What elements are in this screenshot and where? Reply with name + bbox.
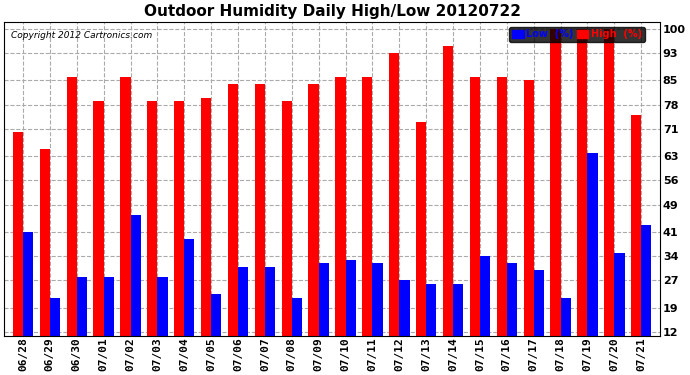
Bar bbox=[211, 294, 221, 374]
Bar bbox=[426, 284, 436, 374]
Bar bbox=[308, 84, 319, 374]
Bar bbox=[453, 284, 463, 374]
Bar bbox=[560, 298, 571, 374]
Bar bbox=[551, 28, 560, 374]
Bar bbox=[641, 225, 651, 374]
Bar bbox=[335, 77, 346, 374]
Bar bbox=[507, 263, 517, 374]
Text: Copyright 2012 Cartronics.com: Copyright 2012 Cartronics.com bbox=[11, 31, 152, 40]
Bar bbox=[228, 84, 238, 374]
Bar bbox=[104, 277, 114, 374]
Bar bbox=[13, 132, 23, 374]
Bar bbox=[614, 253, 624, 374]
Bar bbox=[130, 215, 141, 374]
Bar bbox=[480, 256, 490, 374]
Bar bbox=[497, 77, 507, 374]
Bar bbox=[39, 149, 50, 374]
Bar bbox=[50, 298, 60, 374]
Bar bbox=[524, 80, 534, 374]
Bar bbox=[346, 260, 356, 374]
Bar bbox=[23, 232, 33, 374]
Bar bbox=[470, 77, 480, 374]
Bar bbox=[604, 28, 614, 374]
Bar bbox=[265, 267, 275, 374]
Bar bbox=[201, 98, 211, 374]
Bar bbox=[443, 46, 453, 374]
Bar bbox=[373, 263, 383, 374]
Bar bbox=[147, 101, 157, 374]
Bar bbox=[93, 101, 104, 374]
Title: Outdoor Humidity Daily High/Low 20120722: Outdoor Humidity Daily High/Low 20120722 bbox=[144, 4, 521, 19]
Bar bbox=[255, 84, 265, 374]
Bar bbox=[631, 115, 641, 374]
Bar bbox=[416, 122, 426, 374]
Legend: Low  (%), High  (%): Low (%), High (%) bbox=[509, 27, 645, 42]
Bar bbox=[238, 267, 248, 374]
Bar bbox=[174, 101, 184, 374]
Bar bbox=[362, 77, 373, 374]
Bar bbox=[120, 77, 130, 374]
Bar bbox=[400, 280, 410, 374]
Bar bbox=[587, 153, 598, 374]
Bar bbox=[578, 28, 587, 374]
Bar bbox=[77, 277, 87, 374]
Bar bbox=[184, 239, 195, 374]
Bar bbox=[66, 77, 77, 374]
Bar bbox=[157, 277, 168, 374]
Bar bbox=[389, 53, 400, 374]
Bar bbox=[319, 263, 329, 374]
Bar bbox=[534, 270, 544, 374]
Bar bbox=[292, 298, 302, 374]
Bar bbox=[282, 101, 292, 374]
